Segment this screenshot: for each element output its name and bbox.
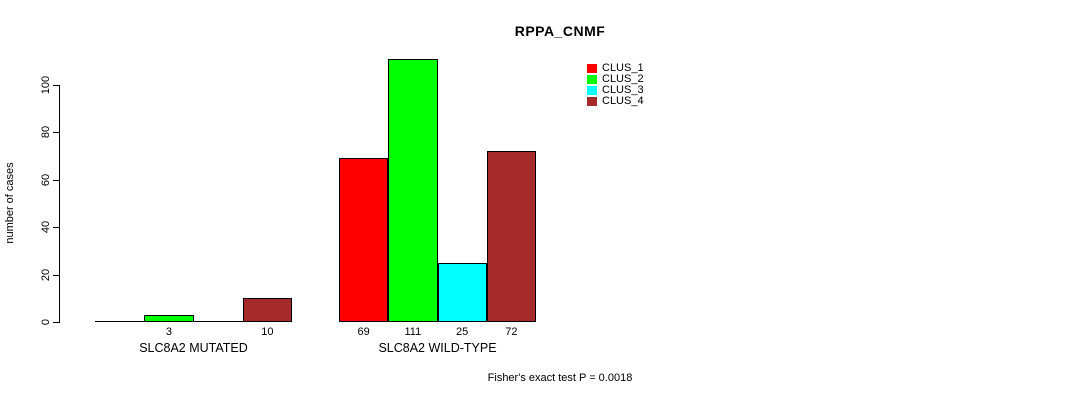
bar-clus_1: [339, 158, 389, 322]
legend-label: CLUS_3: [602, 84, 644, 96]
chart-title: RPPA_CNMF: [514, 23, 606, 39]
bar-count-label: 72: [505, 326, 518, 338]
bar-clus_2: [144, 314, 194, 322]
bar-clus_4: [486, 151, 536, 322]
bar-count-label: 111: [404, 326, 422, 338]
y-tick-label: 60: [40, 173, 52, 186]
y-tick: [53, 275, 59, 276]
legend: CLUS_1 CLUS_2 CLUS_3 CLUS_4: [587, 63, 644, 107]
legend-label: CLUS_4: [602, 95, 644, 107]
legend-swatch-icon: [587, 86, 597, 95]
legend-item: CLUS_3: [587, 85, 644, 96]
legend-label: CLUS_1: [602, 62, 644, 74]
group-label: SLC8A2 WILD-TYPE: [378, 341, 497, 355]
y-axis-line: [59, 85, 60, 323]
y-tick: [53, 180, 59, 181]
legend-label: CLUS_2: [602, 73, 644, 85]
y-tick-label: 0: [40, 318, 52, 326]
y-tick: [53, 227, 59, 228]
bar-clus_2: [388, 58, 438, 322]
y-tick: [53, 322, 59, 323]
fisher-test-annotation: Fisher's exact test P = 0.0018: [487, 372, 633, 384]
legend-item: CLUS_1: [587, 63, 644, 74]
y-axis-label: number of cases: [4, 162, 16, 244]
legend-swatch-icon: [587, 97, 597, 106]
y-tick: [53, 85, 59, 86]
bar-clus_3: [437, 262, 487, 322]
bar-zero-clus_1: [95, 321, 145, 322]
y-tick-label: 20: [40, 268, 52, 281]
y-tick-label: 40: [40, 221, 52, 234]
group-label: SLC8A2 MUTATED: [139, 341, 248, 355]
bar-count-label: 25: [456, 326, 469, 338]
y-tick-label: 100: [40, 75, 52, 95]
y-tick: [53, 132, 59, 133]
bar-count-label: 10: [261, 326, 274, 338]
legend-item: CLUS_2: [587, 74, 644, 85]
bar-count-label: 69: [357, 326, 370, 338]
bar-count-label: 3: [165, 326, 172, 338]
legend-item: CLUS_4: [587, 96, 644, 107]
y-tick-label: 80: [40, 126, 52, 139]
bar-zero-clus_3: [193, 321, 243, 322]
bar-clus_4: [242, 298, 292, 322]
legend-swatch-icon: [587, 75, 597, 84]
legend-swatch-icon: [587, 64, 597, 73]
